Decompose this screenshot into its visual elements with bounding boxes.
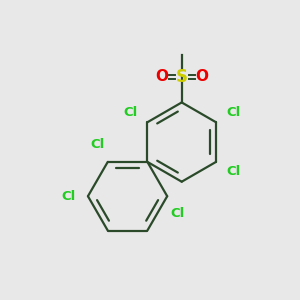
Text: Cl: Cl [91,138,105,151]
Text: S: S [176,68,188,86]
Text: Cl: Cl [226,165,240,178]
Text: Cl: Cl [123,106,137,119]
Text: O: O [195,69,208,84]
Text: O: O [155,69,168,84]
Text: Cl: Cl [226,106,240,119]
Text: Cl: Cl [61,190,75,203]
Text: Cl: Cl [170,207,184,220]
